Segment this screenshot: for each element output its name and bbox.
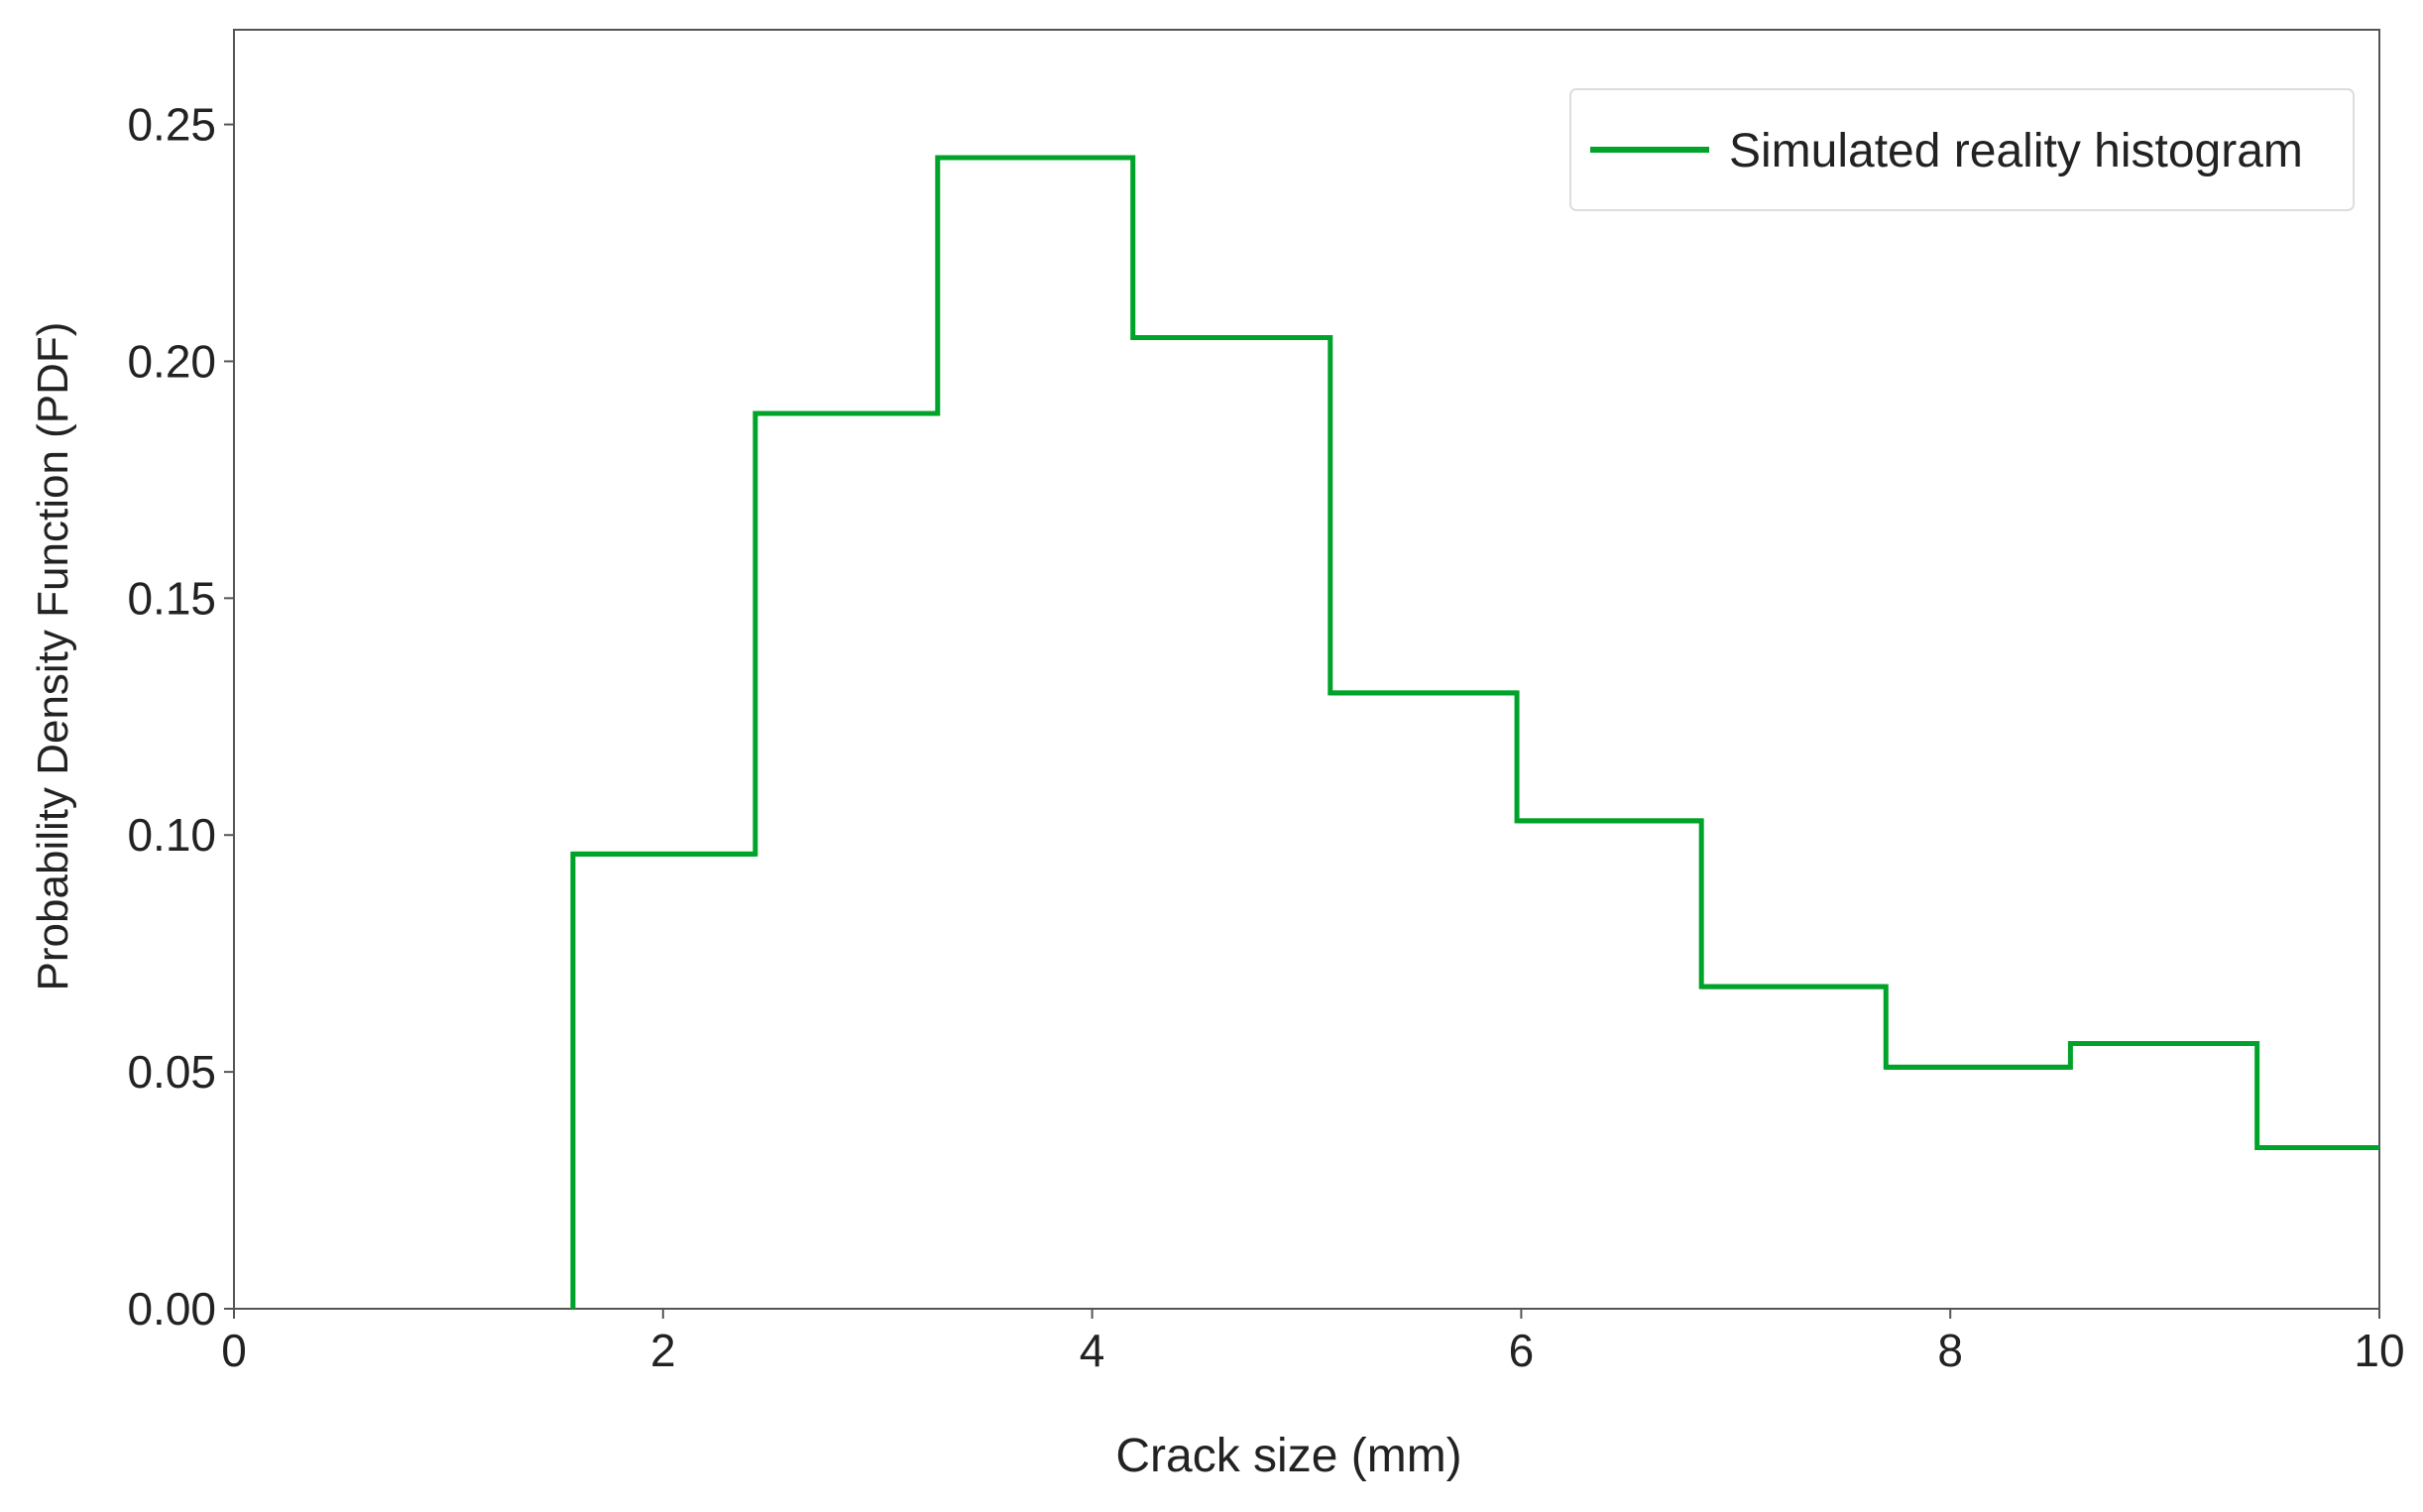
x-tick-label: 8 xyxy=(1937,1325,1963,1376)
axes: 0 2 4 6 8 10 0.00 0.05 0.10 0.15 0.20 0.25 xyxy=(127,29,2405,1376)
y-axis-label: Probability Density Function (PDF) xyxy=(29,322,77,991)
series-layer xyxy=(570,155,2379,1309)
x-tick-label: 2 xyxy=(650,1325,676,1376)
y-tick-label: 0.15 xyxy=(127,572,216,624)
y-tick-label: 0.10 xyxy=(127,809,216,861)
x-tick-label: 0 xyxy=(221,1325,247,1376)
plot-frame xyxy=(233,29,2380,1310)
legend-label: Simulated reality histogram xyxy=(1729,125,2303,177)
x-tick-label: 4 xyxy=(1080,1325,1105,1376)
y-tick-label: 0.20 xyxy=(127,335,216,387)
y-tick-label: 0.25 xyxy=(127,99,216,151)
x-axis-label: Crack size (mm) xyxy=(1115,1430,1461,1482)
x-tick-label: 6 xyxy=(1509,1325,1535,1376)
x-tick-label: 10 xyxy=(2354,1325,2404,1376)
y-tick-label: 0.00 xyxy=(127,1283,216,1335)
y-tick-label: 0.05 xyxy=(127,1046,216,1098)
legend: Simulated reality histogram xyxy=(1569,88,2355,211)
legend-box xyxy=(1569,88,2355,211)
